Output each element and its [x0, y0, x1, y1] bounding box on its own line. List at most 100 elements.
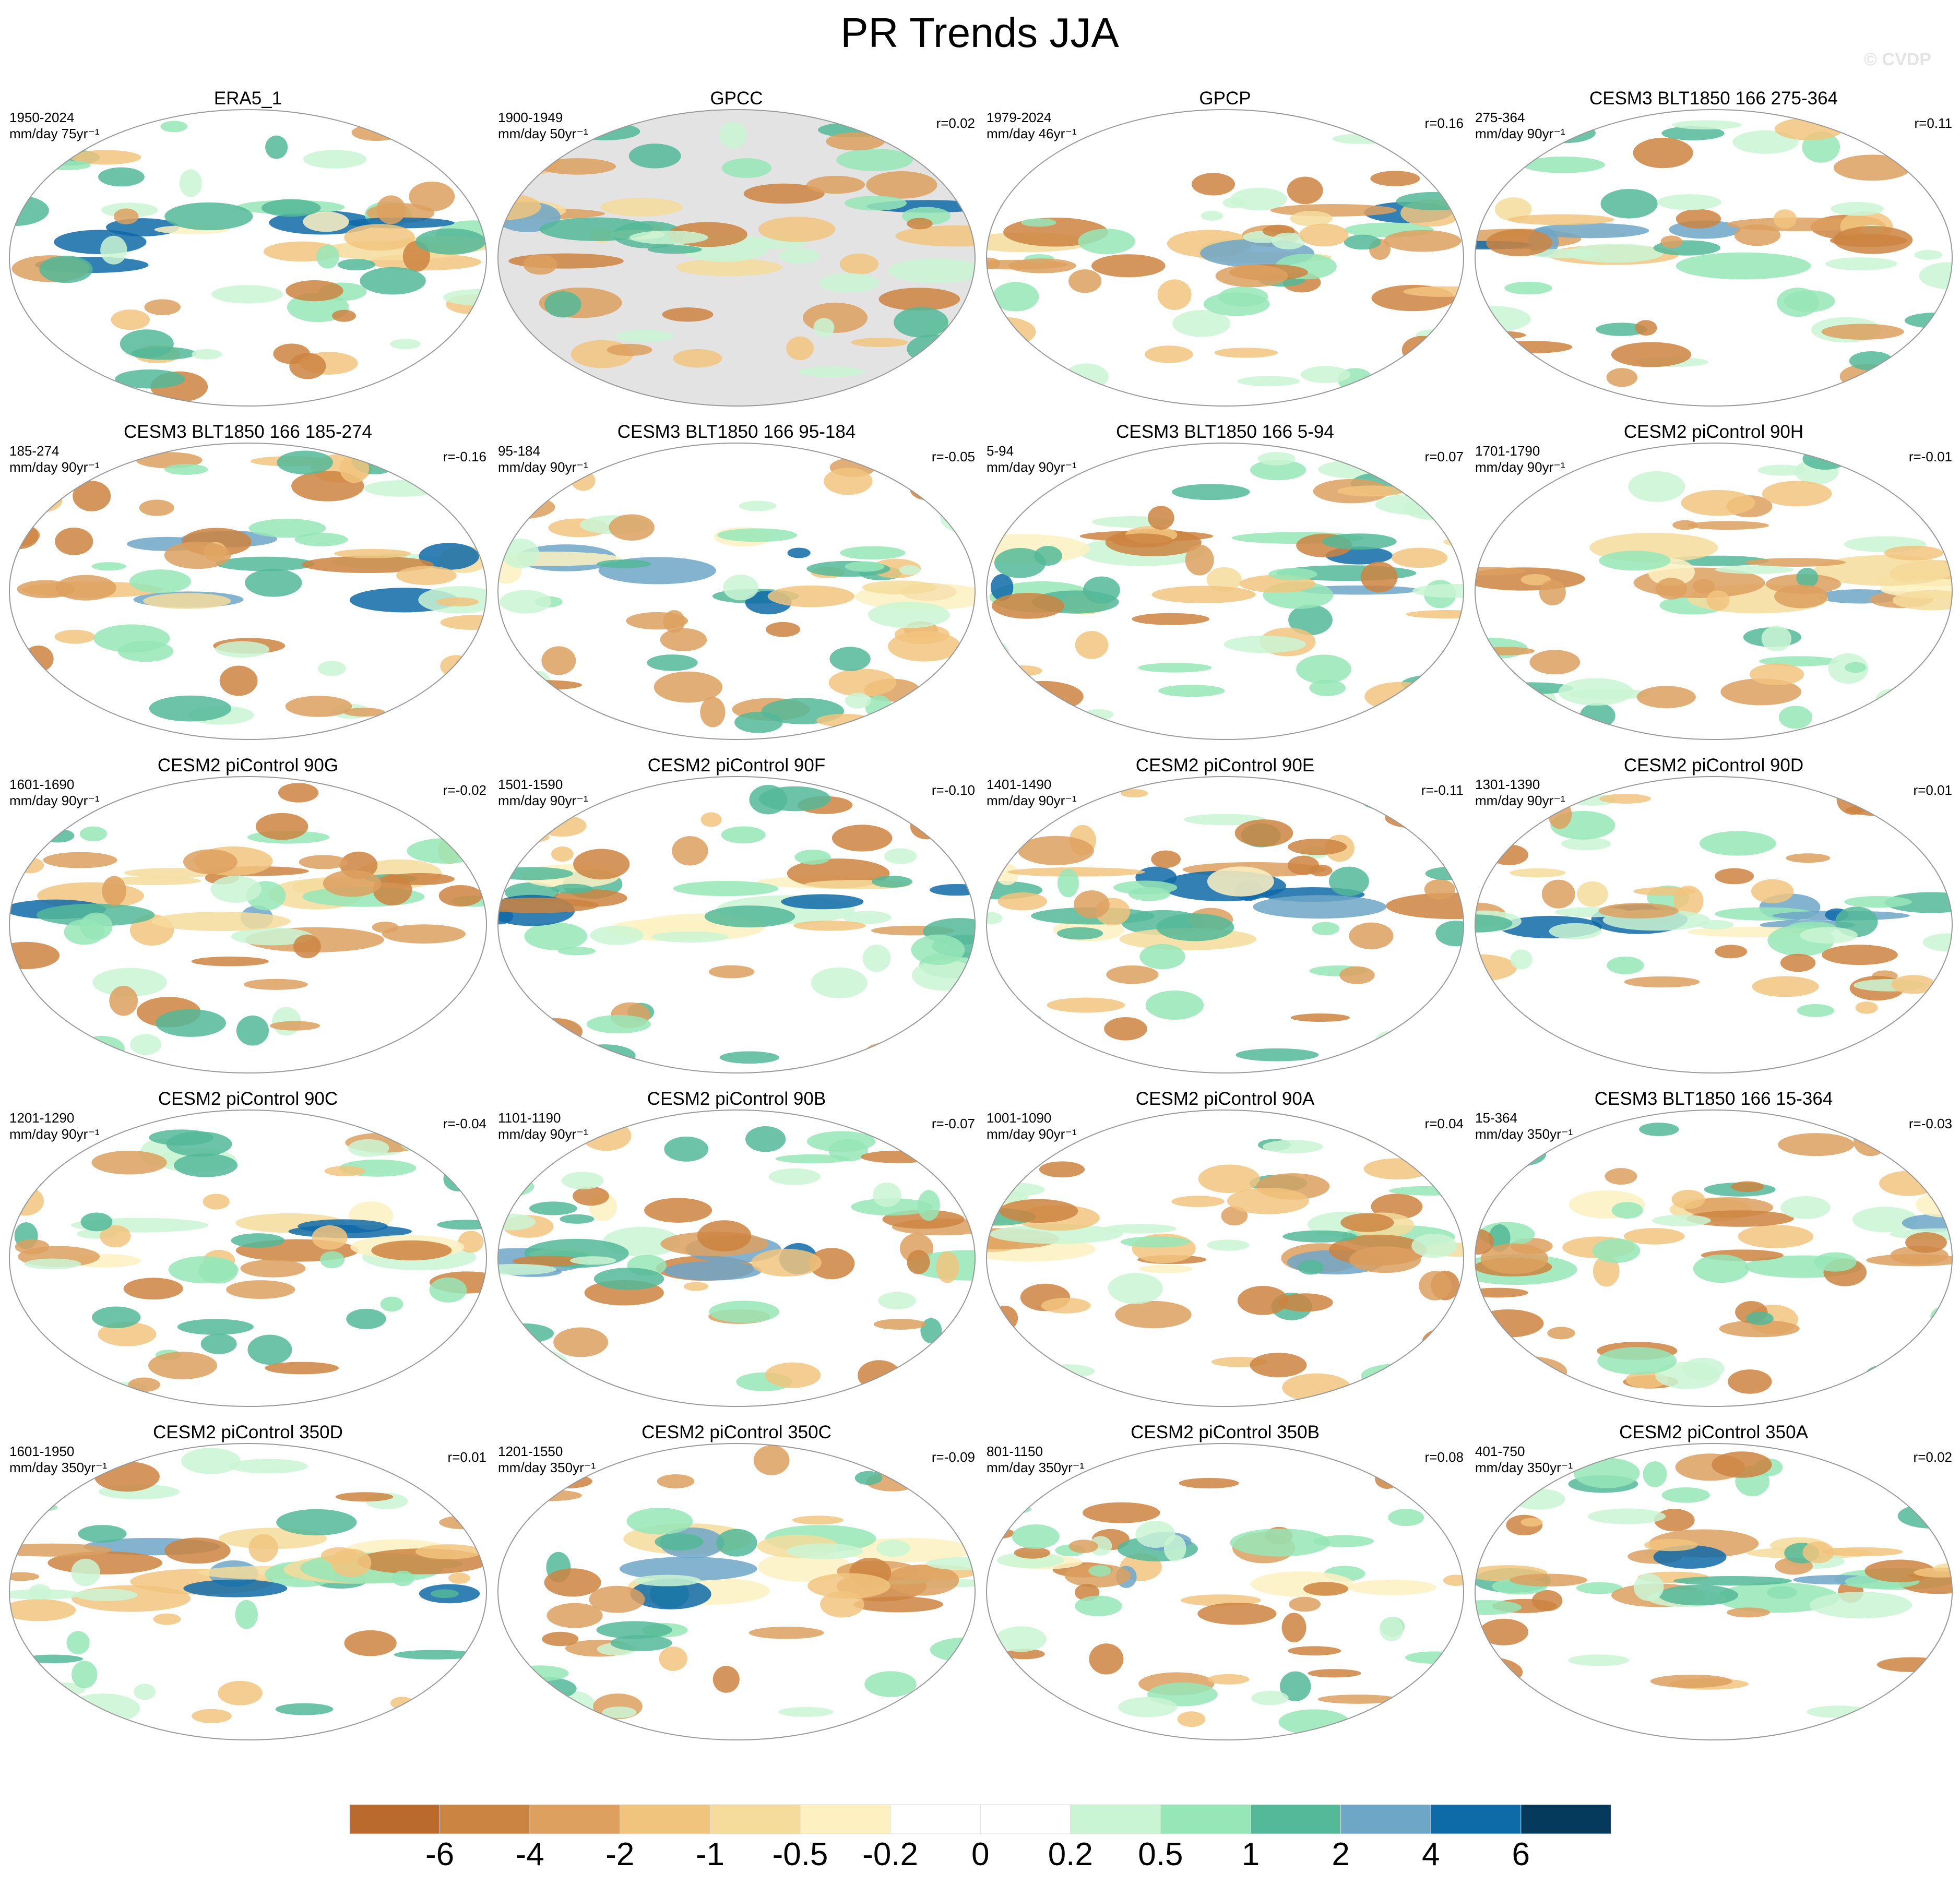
trend-blob — [877, 121, 921, 138]
trend-blob — [1017, 836, 1094, 865]
trend-blob — [373, 874, 412, 905]
trend-blob — [1396, 192, 1464, 210]
trend-blob — [655, 1533, 704, 1550]
trend-blob — [1821, 1547, 1903, 1557]
trend-blob — [675, 258, 782, 277]
trend-blob — [1416, 367, 1464, 394]
map — [498, 777, 975, 1073]
trend-blob — [995, 1626, 1047, 1652]
trend-blob — [1391, 547, 1448, 568]
trend-blob — [1230, 1529, 1331, 1557]
trend-blob — [1344, 234, 1381, 250]
trend-blob — [1360, 562, 1398, 593]
trend-blob — [886, 1564, 959, 1596]
trend-blob — [539, 158, 616, 175]
trend-blob — [1091, 254, 1166, 278]
map — [1475, 110, 1952, 406]
trend-blob — [55, 527, 93, 555]
trend-blob — [1814, 555, 1952, 586]
trend-blob — [1191, 173, 1236, 196]
trend-blob — [829, 647, 871, 671]
trend-blob — [786, 336, 814, 360]
map — [1475, 1110, 1952, 1406]
trend-blob — [1002, 681, 1084, 712]
trend-blob — [316, 245, 339, 269]
colorbar-box — [349, 1804, 441, 1834]
panel-title: CESM2 piControl 350D — [153, 1422, 343, 1442]
units-label: mm/day 90yr⁻¹ — [9, 793, 100, 808]
trend-blob — [1328, 866, 1369, 896]
trend-blob — [610, 1635, 672, 1651]
trend-blob — [1919, 262, 1952, 290]
units-label: mm/day 90yr⁻¹ — [498, 1126, 588, 1142]
trend-blob — [512, 1489, 582, 1501]
period-label: 95-184 — [498, 443, 540, 459]
trend-blob — [1088, 1565, 1112, 1577]
trend-blob — [1856, 373, 1896, 400]
map — [9, 110, 486, 406]
trend-blob — [498, 908, 514, 925]
trend-blob — [1534, 223, 1649, 238]
trend-blob — [1800, 927, 1858, 944]
trend-blob — [22, 1654, 83, 1663]
colorbar-tick-label: 6 — [1512, 1836, 1530, 1872]
trend-blob — [1831, 201, 1884, 216]
trend-blob — [1652, 1214, 1711, 1226]
trend-blob — [1435, 921, 1464, 947]
trend-blob — [539, 217, 654, 241]
trend-blob — [1418, 1475, 1464, 1493]
trend-blob — [515, 1350, 568, 1380]
trend-blob — [858, 1360, 901, 1391]
units-label: mm/day 350yr⁻¹ — [987, 1460, 1084, 1475]
trend-blob — [512, 1256, 584, 1267]
trend-blob — [1234, 819, 1293, 847]
trend-blob — [526, 1706, 580, 1721]
trend-blob — [541, 646, 576, 675]
trend-blob — [1322, 533, 1397, 550]
trend-blob — [1633, 137, 1693, 169]
trend-blob — [1047, 997, 1125, 1013]
trend-blob — [200, 1333, 237, 1354]
trend-blob — [1068, 1540, 1098, 1553]
trend-blob — [529, 1201, 577, 1215]
trend-blob — [1643, 1461, 1667, 1487]
trend-blob — [1118, 1697, 1178, 1717]
map — [987, 1443, 1464, 1740]
map-outline — [497, 109, 976, 407]
trend-blob — [1487, 1142, 1546, 1167]
trend-blob — [1914, 161, 1952, 178]
trend-blob — [644, 1198, 712, 1223]
trend-blob — [721, 826, 766, 844]
trend-blob — [1201, 211, 1223, 221]
map — [1475, 1443, 1952, 1740]
trend-blob — [1749, 663, 1804, 686]
panel-title: CESM3 BLT1850 166 15-364 — [1595, 1089, 1833, 1109]
trend-blob — [1734, 224, 1780, 246]
trend-blob — [1494, 197, 1532, 221]
trend-blob — [9, 1030, 40, 1042]
trend-blob — [166, 1131, 232, 1157]
trend-blob — [1719, 1320, 1800, 1338]
trend-blob — [758, 786, 831, 812]
trend-blob — [1731, 1181, 1764, 1192]
trend-blob — [1290, 211, 1333, 226]
colorbar: -6 -4 -2 -1 -0.5 -0.2 0 0.2 0.5 1 2 4 6 — [349, 1804, 1611, 1872]
trend-blob — [1746, 1311, 1774, 1326]
trend-blob — [54, 629, 95, 644]
trend-blob — [128, 1377, 160, 1392]
trend-blob — [1289, 1596, 1321, 1612]
colorbar-box — [1340, 1804, 1431, 1834]
trend-blob — [398, 1126, 438, 1152]
trend-blob — [1083, 576, 1120, 604]
trend-blob — [102, 876, 126, 906]
trend-blob — [1422, 1326, 1464, 1356]
trend-blob — [28, 1584, 52, 1600]
trend-blob — [1068, 269, 1102, 293]
trend-blob — [334, 548, 411, 558]
correlation-label: r=0.01 — [1914, 782, 1952, 798]
trend-blob — [1607, 956, 1644, 974]
